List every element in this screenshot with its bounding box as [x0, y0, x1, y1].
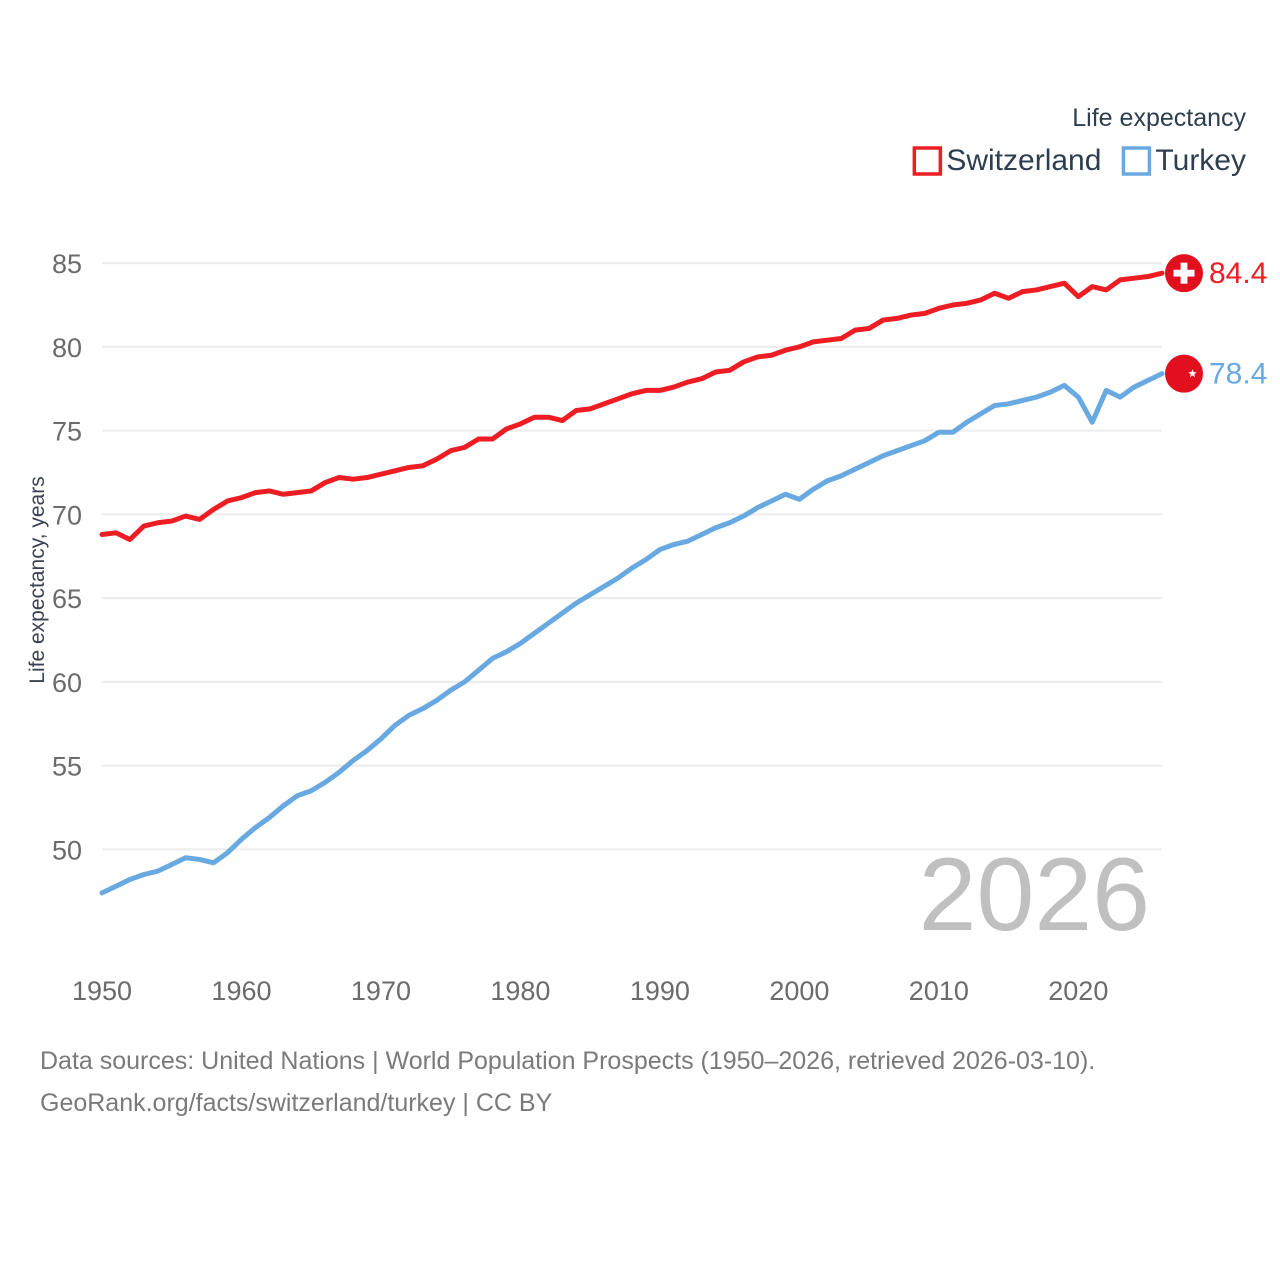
legend-item-turkey[interactable]: Turkey — [1121, 144, 1246, 177]
y-tick-label: 50 — [52, 835, 82, 865]
chart-legend: Life expectancy Switzerland Turkey — [912, 104, 1246, 177]
x-tick-label: 1990 — [630, 976, 690, 1006]
legend-item-label: Switzerland — [946, 144, 1101, 177]
legend-item-label: Turkey — [1155, 144, 1246, 177]
x-axis-ticks: 1950 1960 1970 1980 1990 2000 2010 2020 — [72, 976, 1108, 1006]
y-axis-ticks: 50 55 60 65 70 75 80 85 — [52, 249, 82, 865]
x-tick-label: 1980 — [490, 976, 550, 1006]
x-tick-label: 2020 — [1048, 976, 1108, 1006]
turkish-flag-icon — [1165, 354, 1203, 393]
end-label-turkey: 78.4 — [1165, 354, 1267, 393]
footer-line-1: Data sources: United Nations | World Pop… — [40, 1047, 1095, 1075]
x-tick-label: 1950 — [72, 976, 132, 1006]
star-icon — [1188, 369, 1197, 378]
end-value-label: 84.4 — [1209, 257, 1267, 290]
y-tick-label: 55 — [52, 752, 82, 782]
legend-entries: Switzerland Turkey — [912, 144, 1246, 177]
x-tick-label: 1960 — [211, 976, 271, 1006]
end-label-switzerland: 84.4 — [1165, 254, 1267, 293]
x-tick-label: 2000 — [769, 976, 829, 1006]
legend-title: Life expectancy — [1072, 104, 1246, 132]
y-tick-label: 70 — [52, 500, 82, 530]
y-tick-label: 60 — [52, 668, 82, 698]
y-tick-label: 65 — [52, 584, 82, 614]
series-line-turkey — [99, 371, 1165, 896]
series-line-switzerland — [99, 270, 1165, 542]
legend-item-switzerland[interactable]: Switzerland — [912, 144, 1101, 177]
y-axis-title: Life expectancy, years — [26, 476, 49, 683]
series-end-labels: 84.4 78.4 — [1165, 254, 1267, 393]
footer-line-2: GeoRank.org/facts/switzerland/turkey | C… — [40, 1089, 553, 1117]
watermark-year: 2026 — [919, 837, 1150, 953]
x-tick-label: 1970 — [351, 976, 411, 1006]
swatch-outline-icon — [912, 146, 943, 176]
y-tick-label: 85 — [52, 249, 82, 279]
y-tick-label: 80 — [52, 333, 82, 363]
swatch-outline-icon — [1121, 146, 1152, 176]
swiss-cross-icon — [1180, 262, 1188, 284]
y-tick-label: 75 — [52, 417, 82, 447]
x-tick-label: 2010 — [909, 976, 969, 1006]
end-value-label: 78.4 — [1209, 358, 1267, 391]
y-gridlines — [102, 262, 1162, 851]
series-lines — [99, 270, 1165, 896]
